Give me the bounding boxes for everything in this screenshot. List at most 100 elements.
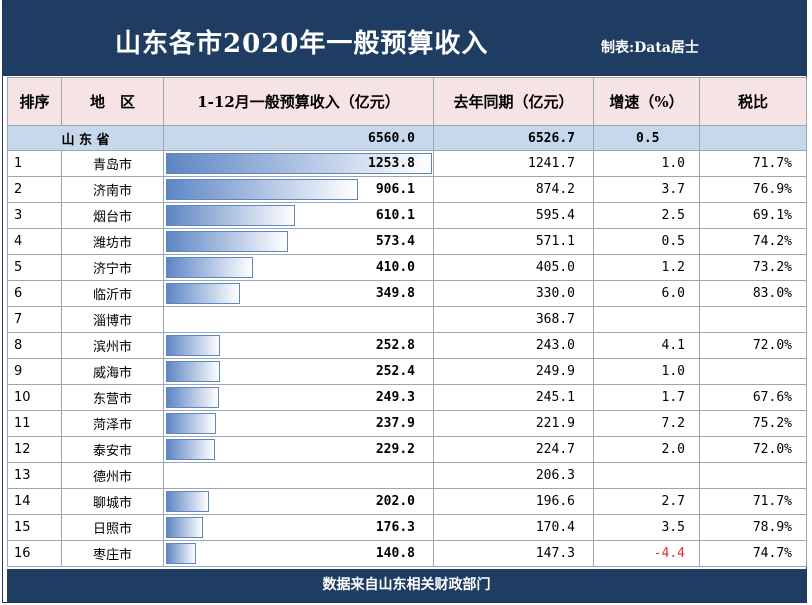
row-tax-ratio: 75.2% — [699, 410, 807, 437]
title-bar: 山东各市2020年一般预算收入 制表:Data居士 — [3, 1, 806, 76]
row-rank: 15 — [7, 514, 62, 541]
row-current-cell: 1253.8 — [163, 150, 434, 177]
row-city: 青岛市 — [61, 150, 164, 177]
row-last-year: 147.3 — [433, 540, 594, 567]
row-current-value: 252.8 — [375, 337, 415, 353]
row-last-year: 196.6 — [433, 488, 594, 515]
row-last-year: 249.9 — [433, 358, 594, 385]
row-city: 烟台市 — [61, 202, 164, 229]
row-city: 聊城市 — [61, 488, 164, 515]
row-growth — [593, 462, 700, 489]
row-growth: 4.1 — [593, 332, 700, 359]
row-tax-ratio — [699, 306, 807, 333]
row-city: 潍坊市 — [61, 228, 164, 255]
row-growth: 3.5 — [593, 514, 700, 541]
row-growth: 3.7 — [593, 176, 700, 203]
revenue-bar — [166, 543, 196, 564]
province-growth: 0.5 — [593, 125, 700, 151]
table-row: 8 滨州市 252.8 243.0 4.1 72.0% — [7, 332, 807, 359]
row-growth — [593, 306, 700, 333]
row-city: 威海市 — [61, 358, 164, 385]
row-city: 淄博市 — [61, 306, 164, 333]
revenue-bar — [166, 517, 204, 538]
row-current-cell: 252.4 — [163, 358, 434, 385]
row-current-value: 610.1 — [375, 207, 415, 223]
row-current-cell: 249.3 — [163, 384, 434, 411]
row-tax-ratio: 71.7% — [699, 488, 807, 515]
table-header-row: 排序 地 区 1-12月一般预算收入（亿元） 去年同期（亿元） 增速（%） 税比 — [7, 77, 807, 126]
row-tax-ratio: 69.1% — [699, 202, 807, 229]
table-row: 6 临沂市 349.8 330.0 6.0 83.0% — [7, 280, 807, 307]
col-header-tax-ratio: 税比 — [699, 77, 807, 126]
row-rank: 14 — [7, 488, 62, 515]
row-tax-ratio: 67.6% — [699, 384, 807, 411]
row-current-value: 176.3 — [375, 519, 415, 535]
col-header-current: 1-12月一般预算收入（亿元） — [163, 77, 434, 126]
row-tax-ratio: 72.0% — [699, 436, 807, 463]
row-rank: 3 — [7, 202, 62, 229]
col-header-region: 地 区 — [61, 77, 164, 126]
row-growth: 1.7 — [593, 384, 700, 411]
col-header-rank: 排序 — [7, 77, 62, 126]
row-current-cell: 410.0 — [163, 254, 434, 281]
row-tax-ratio: 73.2% — [699, 254, 807, 281]
page-title: 山东各市2020年一般预算收入 — [115, 29, 489, 59]
col-header-last-year: 去年同期（亿元） — [433, 77, 594, 126]
revenue-bar — [166, 283, 241, 304]
table-row: 15 日照市 176.3 170.4 3.5 78.9% — [7, 514, 807, 541]
table-row: 7 淄博市 368.7 — [7, 306, 807, 333]
row-rank: 2 — [7, 176, 62, 203]
row-growth: 6.0 — [593, 280, 700, 307]
row-rank: 13 — [7, 462, 62, 489]
revenue-bar — [166, 179, 359, 200]
table-row: 14 聊城市 202.0 196.6 2.7 71.7% — [7, 488, 807, 515]
province-tax-ratio — [699, 125, 807, 151]
row-current-cell: 237.9 — [163, 410, 434, 437]
revenue-table: 排序 地 区 1-12月一般预算收入（亿元） 去年同期（亿元） 增速（%） 税比… — [7, 77, 807, 567]
row-tax-ratio: 76.9% — [699, 176, 807, 203]
row-current-value: 573.4 — [375, 233, 415, 249]
row-tax-ratio: 71.7% — [699, 150, 807, 177]
table-row: 12 泰安市 229.2 224.7 2.0 72.0% — [7, 436, 807, 463]
row-last-year: 330.0 — [433, 280, 594, 307]
row-tax-ratio: 74.2% — [699, 228, 807, 255]
row-rank: 5 — [7, 254, 62, 281]
revenue-bar — [166, 413, 217, 434]
row-growth: 1.0 — [593, 358, 700, 385]
revenue-bar — [166, 491, 209, 512]
row-growth: 2.5 — [593, 202, 700, 229]
row-current-cell — [163, 462, 434, 489]
row-city: 枣庄市 — [61, 540, 164, 567]
table-row: 2 济南市 906.1 874.2 3.7 76.9% — [7, 176, 807, 203]
row-rank: 8 — [7, 332, 62, 359]
row-rank: 7 — [7, 306, 62, 333]
row-current-cell: 140.8 — [163, 540, 434, 567]
row-current-cell: 176.3 — [163, 514, 434, 541]
revenue-bar — [166, 205, 296, 226]
row-last-year: 245.1 — [433, 384, 594, 411]
row-last-year: 243.0 — [433, 332, 594, 359]
row-rank: 1 — [7, 150, 62, 177]
row-current-value: 140.8 — [375, 545, 415, 561]
row-current-value: 249.3 — [375, 389, 415, 405]
row-current-value: 906.1 — [375, 181, 415, 197]
revenue-bar — [166, 231, 288, 252]
revenue-bar — [166, 439, 215, 460]
row-tax-ratio — [699, 462, 807, 489]
row-tax-ratio — [699, 358, 807, 385]
row-last-year: 874.2 — [433, 176, 594, 203]
province-current: 6560.0 — [163, 125, 434, 151]
table-row: 13 德州市 206.3 — [7, 462, 807, 489]
revenue-bar — [166, 387, 219, 408]
row-city: 济南市 — [61, 176, 164, 203]
row-rank: 9 — [7, 358, 62, 385]
table-row: 9 威海市 252.4 249.9 1.0 — [7, 358, 807, 385]
row-last-year: 170.4 — [433, 514, 594, 541]
row-growth: 2.0 — [593, 436, 700, 463]
row-last-year: 595.4 — [433, 202, 594, 229]
row-current-cell: 252.8 — [163, 332, 434, 359]
row-last-year: 368.7 — [433, 306, 594, 333]
row-current-cell: 202.0 — [163, 488, 434, 515]
row-city: 菏泽市 — [61, 410, 164, 437]
revenue-bar — [166, 361, 220, 382]
